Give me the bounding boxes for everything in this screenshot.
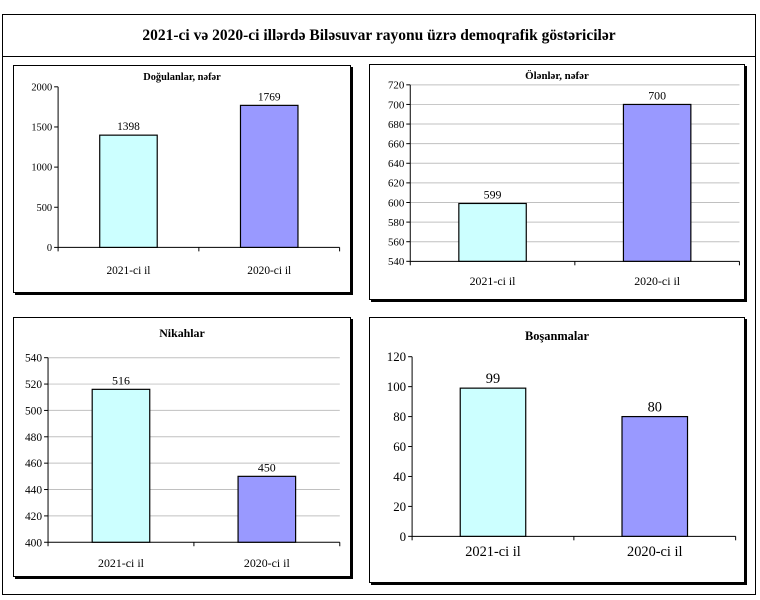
births-bar-2020	[239, 104, 299, 248]
deaths-y-tick-label: 560	[388, 237, 405, 249]
marriages-chart-panel: Nikahlar 400 420 440 460 480 500 520 540 516 2021-…	[13, 317, 351, 577]
deaths-y-tick-label: 580	[388, 217, 405, 229]
divorces-y-tick-label: 60	[393, 440, 406, 454]
births-bar-2021	[99, 134, 158, 248]
marriages-chart: Nikahlar 400 420 440 460 480 500 520 540 516 2021-…	[25, 326, 341, 570]
births-y-tick-label: 500	[37, 203, 53, 214]
divorces-y-tick-label: 0	[400, 530, 406, 544]
deaths-category-label: 2020-ci il	[634, 274, 681, 288]
births-data-label: 1769	[258, 91, 281, 103]
deaths-y-tick-label: 620	[388, 178, 405, 190]
births-chart-panel: Doğulanlar, nəfər 0 500 1000 1500 2000 1398 202…	[13, 65, 351, 293]
deaths-y-tick-label: 700	[388, 99, 405, 111]
marriages-data-label: 450	[258, 460, 276, 474]
marriages-category-label: 2020-ci il	[244, 556, 291, 570]
marriages-y-tick-label: 480	[25, 432, 42, 444]
divorces-bar-2020	[621, 415, 689, 537]
deaths-chart-title: Ölənlər, nəfər	[525, 69, 589, 82]
deaths-y-tick-label: 540	[388, 256, 405, 268]
divorces-data-label: 80	[648, 400, 662, 416]
marriages-y-tick-label: 460	[25, 458, 42, 470]
marriages-y-tick-label: 440	[25, 485, 42, 497]
deaths-y-tick-label: 680	[388, 119, 405, 131]
divorces-chart-panel: Boşanmalar 0 20 40 60 80 100 120 99 2021-ci il 80 2…	[369, 317, 745, 583]
births-category-label: 2020-ci il	[247, 265, 291, 277]
divorces-data-label: 99	[486, 371, 500, 387]
divorces-category-label: 2020-ci il	[627, 544, 683, 560]
births-y-tick-label: 2000	[31, 82, 52, 93]
divorces-y-tick-label: 120	[387, 350, 406, 364]
births-y-tick-label: 1000	[31, 163, 52, 174]
deaths-chart: Ölənlər, nəfər 540 560 580 600 620 640 660 680 70…	[388, 69, 740, 288]
deaths-data-label: 700	[648, 88, 666, 102]
marriages-data-label: 516	[112, 373, 130, 387]
deaths-data-label: 599	[484, 188, 502, 202]
deaths-category-label: 2021-ci il	[470, 274, 517, 288]
divorces-y-tick-label: 40	[393, 470, 406, 484]
divorces-chart-title: Boşanmalar	[525, 329, 590, 343]
divorces-y-tick-label: 80	[393, 410, 406, 424]
marriages-category-label: 2021-ci il	[98, 556, 145, 570]
marriages-bar-2021	[91, 388, 151, 543]
divorces-y-tick-label: 20	[393, 500, 406, 514]
deaths-y-tick-label: 600	[388, 197, 405, 209]
deaths-chart-panel: Ölənlər, nəfər 540 560 580 600 620 640 660 680 70…	[369, 64, 745, 300]
births-data-label: 1398	[117, 121, 140, 133]
marriages-y-tick-label: 540	[25, 353, 42, 365]
marriages-y-tick-label: 500	[25, 405, 42, 417]
births-y-tick-label: 1500	[31, 123, 52, 134]
marriages-chart-title: Nikahlar	[159, 326, 205, 340]
deaths-bar-2020	[622, 103, 692, 262]
divorces-bar-2021	[459, 387, 527, 537]
deaths-y-tick-label: 720	[388, 80, 405, 92]
deaths-y-tick-label: 640	[388, 158, 405, 170]
deaths-bar-2021	[458, 202, 527, 262]
divorces-y-tick-label: 100	[387, 380, 406, 394]
chart-frame: 2021-ci və 2020-ci illərdə Biləsuvar ray…	[2, 14, 756, 595]
main-title: 2021-ci və 2020-ci illərdə Biləsuvar ray…	[142, 26, 616, 44]
divorces-category-label: 2021-ci il	[465, 544, 521, 560]
marriages-y-tick-label: 400	[25, 537, 42, 549]
divorces-chart: Boşanmalar 0 20 40 60 80 100 120 99 2021-ci il 80 2…	[387, 329, 737, 560]
births-y-tick-label: 0	[47, 243, 52, 254]
births-chart: Doğulanlar, nəfər 0 500 1000 1500 2000 1398 202…	[31, 72, 341, 277]
chart-header: 2021-ci və 2020-ci illərdə Biləsuvar ray…	[3, 15, 755, 57]
births-chart-title: Doğulanlar, nəfər	[143, 72, 221, 83]
marriages-y-tick-label: 420	[25, 511, 42, 523]
marriages-y-tick-label: 520	[25, 379, 42, 391]
deaths-y-tick-label: 660	[388, 138, 405, 150]
marriages-bar-2020	[237, 475, 297, 543]
births-category-label: 2021-ci il	[107, 265, 151, 277]
